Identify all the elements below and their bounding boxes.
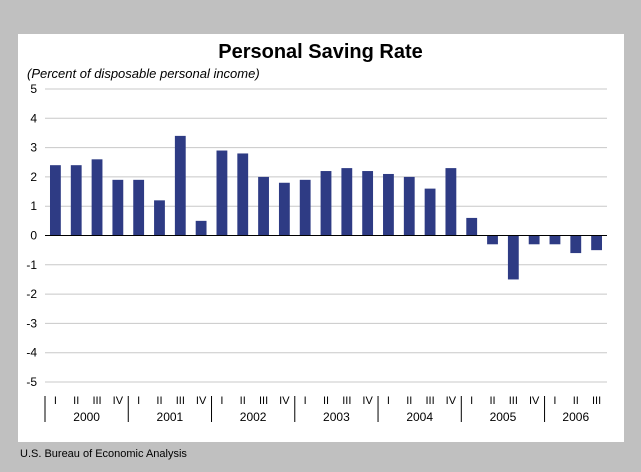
x-tick-label: I bbox=[553, 395, 556, 407]
x-tick-label: I bbox=[387, 395, 390, 407]
x-tick-label: I bbox=[54, 395, 57, 407]
year-label: 2006 bbox=[562, 410, 589, 424]
chart-frame bbox=[18, 34, 624, 442]
x-tick-label: II bbox=[489, 395, 495, 407]
bar bbox=[403, 176, 415, 236]
x-tick-label: II bbox=[323, 395, 329, 407]
y-tick-label: 0 bbox=[30, 229, 37, 243]
x-tick-label: I bbox=[470, 395, 473, 407]
x-tick-label: IV bbox=[279, 395, 290, 407]
y-tick-label: -1 bbox=[26, 258, 37, 272]
y-tick-label: 1 bbox=[30, 199, 37, 213]
bars bbox=[49, 135, 603, 280]
y-tick-label: -4 bbox=[26, 346, 37, 360]
bar bbox=[507, 235, 519, 280]
x-tick-label: II bbox=[156, 395, 162, 407]
x-tick-label: III bbox=[92, 395, 101, 407]
x-axis: I II III IV I II III IV I II III IV I II III IV I II III IV… bbox=[44, 235, 607, 424]
bar bbox=[383, 173, 394, 236]
bar bbox=[570, 235, 582, 254]
x-tick-label: IV bbox=[196, 395, 207, 407]
chart-title: Personal Saving Rate bbox=[218, 41, 423, 63]
x-tick-label: III bbox=[176, 395, 185, 407]
y-tick-label: 5 bbox=[30, 82, 37, 96]
year-label: 2005 bbox=[490, 410, 517, 424]
x-tick-label: II bbox=[73, 395, 79, 407]
x-tick-label: IV bbox=[362, 395, 373, 407]
bar bbox=[320, 171, 332, 236]
x-tick-label: III bbox=[342, 395, 351, 407]
bar bbox=[466, 217, 478, 236]
y-tick-label: 4 bbox=[30, 111, 37, 125]
bar bbox=[424, 188, 436, 236]
bar bbox=[362, 171, 374, 236]
x-tick-label: III bbox=[592, 395, 601, 407]
year-label: 2002 bbox=[240, 410, 267, 424]
y-tick-label: -5 bbox=[26, 375, 37, 389]
x-tick-label: II bbox=[406, 395, 412, 407]
bar bbox=[70, 165, 82, 236]
source-note: U.S. Bureau of Economic Analysis bbox=[20, 448, 187, 460]
x-tick-label: III bbox=[509, 395, 518, 407]
year-label: 2000 bbox=[73, 410, 100, 424]
bar bbox=[278, 182, 290, 236]
bar bbox=[341, 168, 353, 236]
y-tick-label: -2 bbox=[26, 287, 37, 301]
bar bbox=[299, 179, 311, 236]
year-label: 2004 bbox=[406, 410, 433, 424]
bar bbox=[237, 153, 249, 236]
year-label: 2001 bbox=[157, 410, 184, 424]
bar bbox=[195, 220, 207, 236]
x-tick-label: IV bbox=[446, 395, 457, 407]
bar bbox=[174, 135, 186, 236]
bar bbox=[154, 200, 165, 236]
bar bbox=[591, 235, 603, 251]
x-tick-label: I bbox=[220, 395, 223, 407]
x-tick-label: IV bbox=[529, 395, 540, 407]
y-axis: 5 4 3 2 1 0 -1 -2 -3 -4 -5 bbox=[26, 82, 37, 389]
x-tick-label: III bbox=[425, 395, 434, 407]
x-tick-label: II bbox=[240, 395, 246, 407]
bar bbox=[49, 165, 61, 236]
year-label: 2003 bbox=[323, 410, 350, 424]
x-tick-label: I bbox=[137, 395, 140, 407]
bar bbox=[487, 235, 498, 245]
y-tick-label: 3 bbox=[30, 141, 37, 155]
bar bbox=[216, 150, 228, 236]
x-tick-label: III bbox=[259, 395, 268, 407]
x-tick-label: IV bbox=[113, 395, 124, 407]
chart-subtitle: (Percent of disposable personal income) bbox=[27, 66, 260, 81]
bar bbox=[133, 179, 145, 236]
bar bbox=[528, 235, 540, 245]
bar bbox=[112, 179, 124, 236]
bar bbox=[445, 168, 457, 236]
bar bbox=[258, 176, 269, 236]
x-tick-label: II bbox=[573, 395, 579, 407]
x-tick-label: I bbox=[304, 395, 307, 407]
y-tick-label: -3 bbox=[26, 316, 37, 330]
y-tick-label: 2 bbox=[30, 170, 37, 184]
bar bbox=[549, 235, 561, 245]
bar bbox=[91, 159, 103, 236]
